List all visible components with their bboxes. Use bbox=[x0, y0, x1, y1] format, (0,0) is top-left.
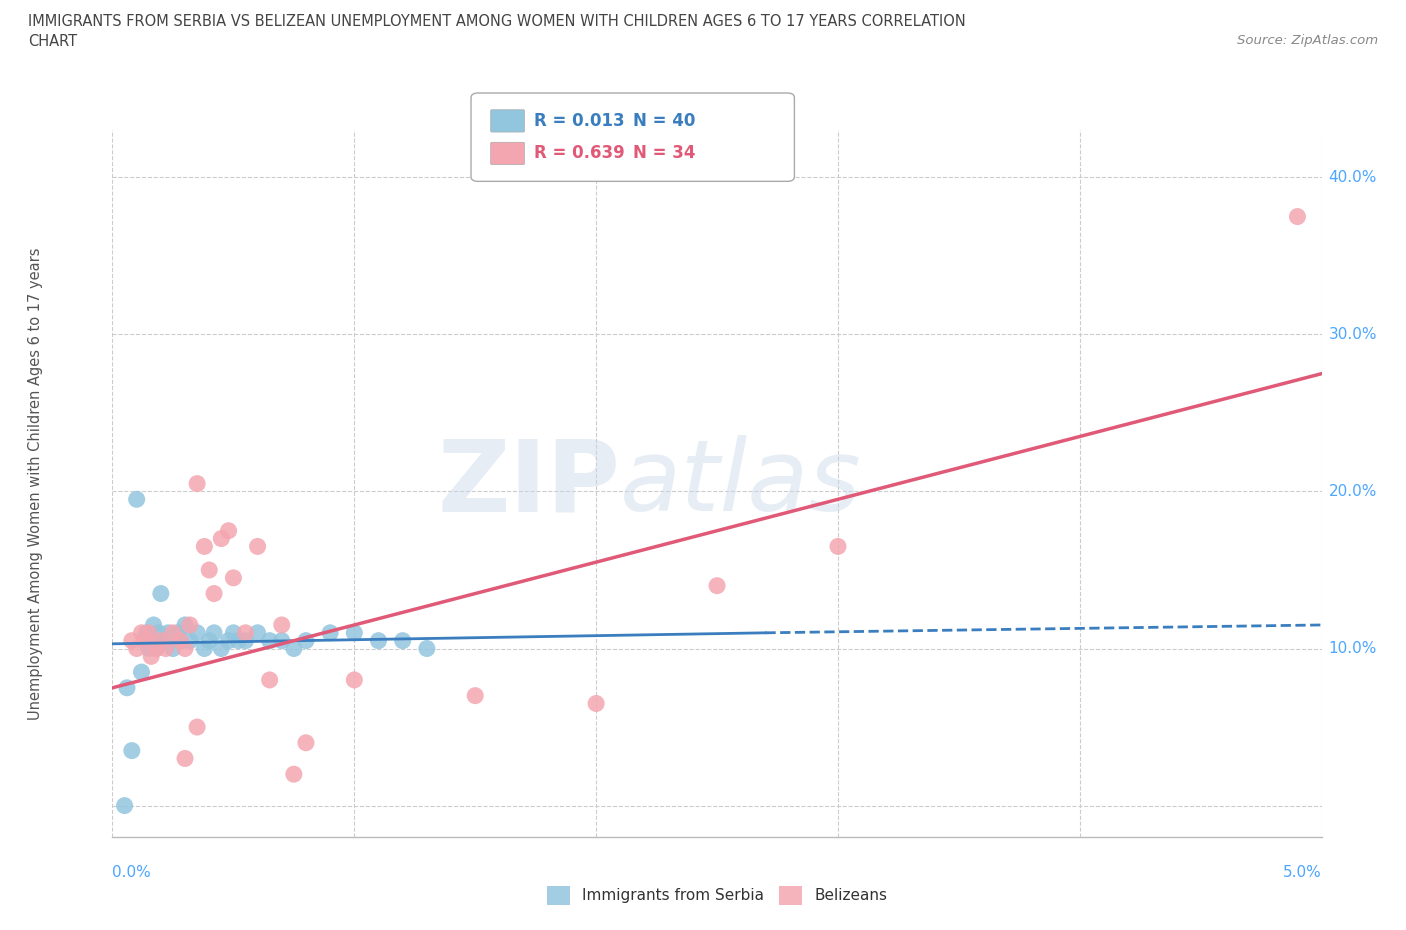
Point bbox=[391, 633, 413, 648]
Point bbox=[155, 633, 177, 648]
Point bbox=[125, 492, 148, 507]
Point bbox=[186, 720, 208, 735]
Point bbox=[295, 633, 318, 648]
Point bbox=[226, 633, 249, 648]
Point bbox=[131, 625, 153, 640]
Point bbox=[131, 665, 153, 680]
Legend: Immigrants from Serbia, Belizeans: Immigrants from Serbia, Belizeans bbox=[541, 880, 893, 910]
Text: Unemployment Among Women with Children Ages 6 to 17 years: Unemployment Among Women with Children A… bbox=[28, 247, 42, 720]
Point bbox=[202, 586, 225, 601]
Point bbox=[193, 641, 215, 656]
Point bbox=[121, 633, 143, 648]
Point bbox=[585, 696, 607, 711]
Point bbox=[174, 751, 197, 766]
Text: Source: ZipAtlas.com: Source: ZipAtlas.com bbox=[1237, 34, 1378, 47]
Point bbox=[141, 649, 163, 664]
Point bbox=[827, 539, 849, 554]
Text: 20.0%: 20.0% bbox=[1329, 484, 1376, 499]
Point bbox=[209, 531, 232, 546]
Point bbox=[114, 798, 136, 813]
Text: 5.0%: 5.0% bbox=[1282, 865, 1322, 880]
Point bbox=[295, 736, 318, 751]
Point bbox=[132, 633, 155, 648]
Text: N = 40: N = 40 bbox=[633, 112, 695, 130]
Point bbox=[174, 641, 197, 656]
Point bbox=[152, 633, 174, 648]
Point bbox=[270, 618, 292, 632]
Point bbox=[149, 586, 172, 601]
Point bbox=[145, 641, 167, 656]
Point bbox=[179, 618, 201, 632]
Point bbox=[169, 633, 191, 648]
Point bbox=[218, 633, 240, 648]
Text: ZIP: ZIP bbox=[437, 435, 620, 532]
Point bbox=[148, 625, 170, 640]
Point bbox=[222, 625, 245, 640]
Point bbox=[162, 641, 184, 656]
Point bbox=[141, 633, 163, 648]
Point bbox=[235, 633, 257, 648]
Point bbox=[246, 539, 269, 554]
Point bbox=[162, 625, 184, 640]
Point bbox=[343, 672, 366, 687]
Text: CHART: CHART bbox=[28, 34, 77, 49]
Point bbox=[138, 625, 160, 640]
Text: IMMIGRANTS FROM SERBIA VS BELIZEAN UNEMPLOYMENT AMONG WOMEN WITH CHILDREN AGES 6: IMMIGRANTS FROM SERBIA VS BELIZEAN UNEMP… bbox=[28, 14, 966, 29]
Point bbox=[464, 688, 486, 703]
Point bbox=[319, 625, 342, 640]
Point bbox=[193, 539, 215, 554]
Text: R = 0.013: R = 0.013 bbox=[534, 112, 624, 130]
Point bbox=[121, 743, 143, 758]
Text: 0.0%: 0.0% bbox=[112, 865, 152, 880]
Point bbox=[209, 641, 232, 656]
Point bbox=[186, 625, 208, 640]
Point bbox=[169, 633, 191, 648]
Text: atlas: atlas bbox=[620, 435, 862, 532]
Point bbox=[283, 766, 305, 781]
Point bbox=[270, 633, 292, 648]
Point bbox=[157, 625, 180, 640]
Point bbox=[115, 681, 138, 696]
Text: 10.0%: 10.0% bbox=[1329, 641, 1376, 656]
Point bbox=[246, 625, 269, 640]
Text: 40.0%: 40.0% bbox=[1329, 170, 1376, 185]
Text: R = 0.639: R = 0.639 bbox=[534, 144, 626, 163]
Point bbox=[186, 476, 208, 491]
Point bbox=[198, 563, 221, 578]
Point bbox=[155, 641, 177, 656]
Point bbox=[138, 641, 160, 656]
Point bbox=[218, 524, 240, 538]
Point bbox=[259, 672, 281, 687]
Text: 30.0%: 30.0% bbox=[1329, 326, 1376, 342]
Point bbox=[149, 633, 172, 648]
Point bbox=[235, 625, 257, 640]
Text: N = 34: N = 34 bbox=[633, 144, 695, 163]
Point bbox=[416, 641, 439, 656]
Point bbox=[222, 570, 245, 585]
Point bbox=[198, 633, 221, 648]
Point bbox=[142, 618, 165, 632]
Point bbox=[174, 618, 197, 632]
Point bbox=[202, 625, 225, 640]
Point bbox=[367, 633, 389, 648]
Point bbox=[145, 641, 167, 656]
Point bbox=[1286, 209, 1309, 224]
Point bbox=[166, 625, 188, 640]
Point bbox=[343, 625, 366, 640]
Point bbox=[706, 578, 728, 593]
Point bbox=[135, 625, 157, 640]
Point bbox=[135, 633, 157, 648]
Point bbox=[125, 641, 148, 656]
Point bbox=[283, 641, 305, 656]
Point bbox=[179, 633, 201, 648]
Point bbox=[259, 633, 281, 648]
